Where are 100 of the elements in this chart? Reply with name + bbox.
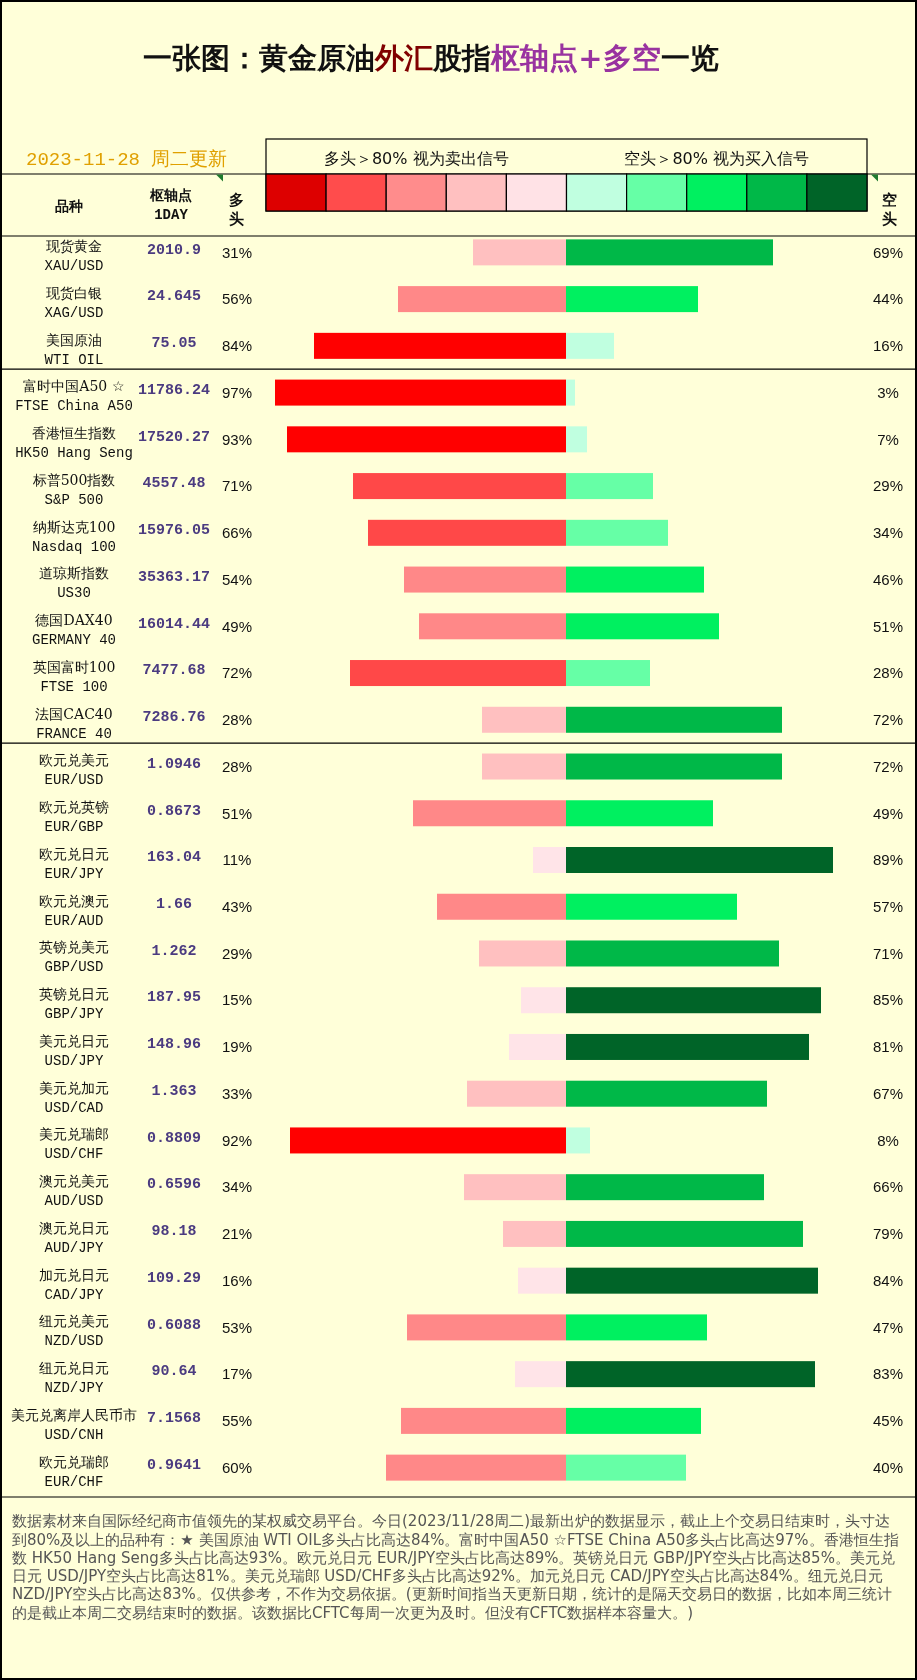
data-label: 92% bbox=[221, 1131, 253, 1149]
data-label: 66% bbox=[872, 1178, 904, 1196]
text: 7477.68 bbox=[142, 662, 206, 680]
data-label: 28% bbox=[221, 757, 253, 775]
data-label: 19% bbox=[221, 1038, 253, 1056]
bar bbox=[566, 332, 614, 359]
y-axis-title: 品种 bbox=[55, 197, 83, 214]
data-label: 79% bbox=[872, 1225, 904, 1243]
text: 16014.44 bbox=[137, 615, 211, 633]
data-label: 34% bbox=[221, 1178, 253, 1196]
bar bbox=[509, 1033, 566, 1060]
y-tick-label: 富时中国A50 ☆ FTSE China A50 bbox=[15, 378, 133, 415]
text: 15976.05 bbox=[137, 522, 211, 540]
data-label: 72% bbox=[872, 757, 904, 775]
y-tick-label: 香港恒生指数 HK50 Hang Seng bbox=[15, 425, 133, 462]
y-tick-label: 欧元兑瑞郎 EUR/CHF bbox=[39, 1453, 109, 1490]
data-label: 31% bbox=[221, 243, 253, 261]
bar bbox=[518, 1267, 566, 1294]
data-label: 84% bbox=[221, 337, 253, 355]
data-label: 81% bbox=[872, 1038, 904, 1056]
data-label: 71% bbox=[872, 944, 904, 962]
y-tick-label: 美元兑加元 USD/CAD bbox=[39, 1079, 109, 1116]
data-label: 49% bbox=[221, 617, 253, 635]
text: 163.04 bbox=[146, 849, 202, 867]
text: 35363.17 bbox=[137, 568, 211, 586]
data-label: 66% bbox=[221, 524, 253, 542]
data-label: 54% bbox=[221, 570, 253, 588]
text: 1.0946 bbox=[146, 755, 202, 773]
text: 1.66 bbox=[155, 895, 193, 913]
text: 数据素材来自国际经纪商市值领先的某权威交易平台。今日(2023/11/28周二)最新出炉的数据显示，截止上个交易日结束时，头寸达到80%及以上的品种有：★ 美国原油 WTI OIL多头占比高达84%。富时中国A50 ☆FTSE China A50多头占比高达97%。香港恒生指数 HK50 Hang Seng多头占比高达93%。欧元兑日元 EUR/JPY空头占比高达89%。英镑兑日元 GBP/JPY空头占比高达85%。美元兑日元 USD/JPY空头占比高达81%。美元兑瑞郎 USD/CHF多头占比高达92%。加元兑日元 CAD/JPY空头占比高达84%。纽元兑日元 NZD/JPY空头占比高达83%。仅供参考，不作为交易依据。(更新时间指当天更新日期，统计的是隔天交易日的数据，比如本周三统计的是截止本周二交易结束时的数据。该数据比CFTC每周一次更为及时。但没有CFTC数据样本容量大。) bbox=[12, 1512, 899, 1622]
data-label: 72% bbox=[221, 664, 253, 682]
y-tick-label: 现货黄金 XAU/USD bbox=[44, 238, 104, 275]
y-tick-label: 英镑兑美元 GBP/USD bbox=[39, 939, 109, 976]
y-tick-label: 英镑兑日元 GBP/JPY bbox=[39, 986, 109, 1023]
x-axis-title: 空头 bbox=[881, 191, 897, 229]
data-label: 16% bbox=[872, 337, 904, 355]
text: 109.29 bbox=[146, 1269, 202, 1287]
bar bbox=[521, 987, 566, 1014]
data-label: 43% bbox=[221, 897, 253, 915]
y-tick-label: 现货白银 XAG/USD bbox=[44, 285, 104, 322]
data-label: 84% bbox=[872, 1271, 904, 1289]
data-label: 67% bbox=[872, 1084, 904, 1102]
data-label: 29% bbox=[221, 944, 253, 962]
text: 98.18 bbox=[151, 1223, 197, 1241]
bar bbox=[566, 379, 575, 406]
text: 24.645 bbox=[146, 288, 202, 306]
text: 187.95 bbox=[146, 989, 202, 1007]
bar bbox=[503, 1220, 566, 1247]
data-label: 47% bbox=[872, 1318, 904, 1336]
data-label: 34% bbox=[872, 524, 904, 542]
y-tick-label: 纳斯达克100 Nasdaq 100 bbox=[31, 518, 117, 555]
bar bbox=[533, 847, 566, 873]
text: 75.05 bbox=[151, 335, 197, 353]
data-label: 17% bbox=[221, 1365, 253, 1383]
data-label: 44% bbox=[872, 290, 904, 308]
y-tick-label: 法国CAC40 FRANCE 40 bbox=[35, 705, 113, 742]
text: 0.6596 bbox=[146, 1176, 202, 1194]
text: 0.9641 bbox=[146, 1456, 202, 1474]
y-tick-label: 欧元兑日元 EUR/JPY bbox=[39, 845, 109, 882]
text: 1.363 bbox=[151, 1082, 197, 1100]
data-label: 7% bbox=[877, 430, 899, 448]
data-label: 29% bbox=[872, 477, 904, 495]
data-label: 33% bbox=[221, 1084, 253, 1102]
data-label: 71% bbox=[221, 477, 253, 495]
data-label: 55% bbox=[221, 1412, 253, 1430]
data-label: 89% bbox=[872, 851, 904, 869]
data-label: 16% bbox=[221, 1271, 253, 1289]
y-tick-label: 欧元兑美元 EUR/USD bbox=[39, 752, 109, 789]
y-tick-label: 美国原油 WTI OIL bbox=[44, 331, 104, 368]
y-tick-label: 澳元兑日元 AUD/JPY bbox=[39, 1219, 109, 1256]
text: 7286.76 bbox=[142, 709, 206, 727]
data-label: 3% bbox=[877, 383, 899, 401]
text: 多头＞80% 视为卖出信号 bbox=[323, 148, 509, 168]
y-tick-label: 美元兑瑞郎 USD/CHF bbox=[39, 1126, 109, 1163]
data-label: 56% bbox=[221, 290, 253, 308]
text: 0.8673 bbox=[146, 802, 202, 820]
bar bbox=[566, 1127, 590, 1154]
data-label: 11% bbox=[222, 851, 252, 869]
y-tick-label: 道琼斯指数 US30 bbox=[39, 565, 109, 602]
data-label: 83% bbox=[872, 1365, 904, 1383]
data-label: 85% bbox=[872, 991, 904, 1009]
data-label: 46% bbox=[872, 570, 904, 588]
text: 枢轴点 1DAY bbox=[149, 186, 192, 223]
chart-title: 一张图：黄金原油外汇股指枢轴点+多空一览 bbox=[143, 41, 719, 76]
text: 2010.9 bbox=[146, 241, 202, 259]
data-label: 51% bbox=[221, 804, 253, 822]
bar bbox=[566, 426, 587, 453]
data-label: 72% bbox=[872, 711, 904, 729]
text: 1.262 bbox=[151, 942, 197, 960]
y-tick-label: 澳元兑美元 AUD/USD bbox=[39, 1173, 109, 1210]
x-axis-title: 多头 bbox=[228, 191, 244, 229]
text: 0.8809 bbox=[146, 1129, 202, 1147]
bar bbox=[515, 1361, 566, 1388]
y-tick-label: 欧元兑英镑 EUR/GBP bbox=[39, 799, 109, 836]
y-tick-label: 欧元兑澳元 EUR/AUD bbox=[39, 892, 109, 929]
data-label: 15% bbox=[221, 991, 253, 1009]
data-label: 53% bbox=[221, 1318, 253, 1336]
data-label: 60% bbox=[221, 1458, 253, 1476]
text: 17520.27 bbox=[137, 428, 211, 446]
y-tick-label: 纽元兑日元 NZD/JPY bbox=[39, 1360, 109, 1397]
